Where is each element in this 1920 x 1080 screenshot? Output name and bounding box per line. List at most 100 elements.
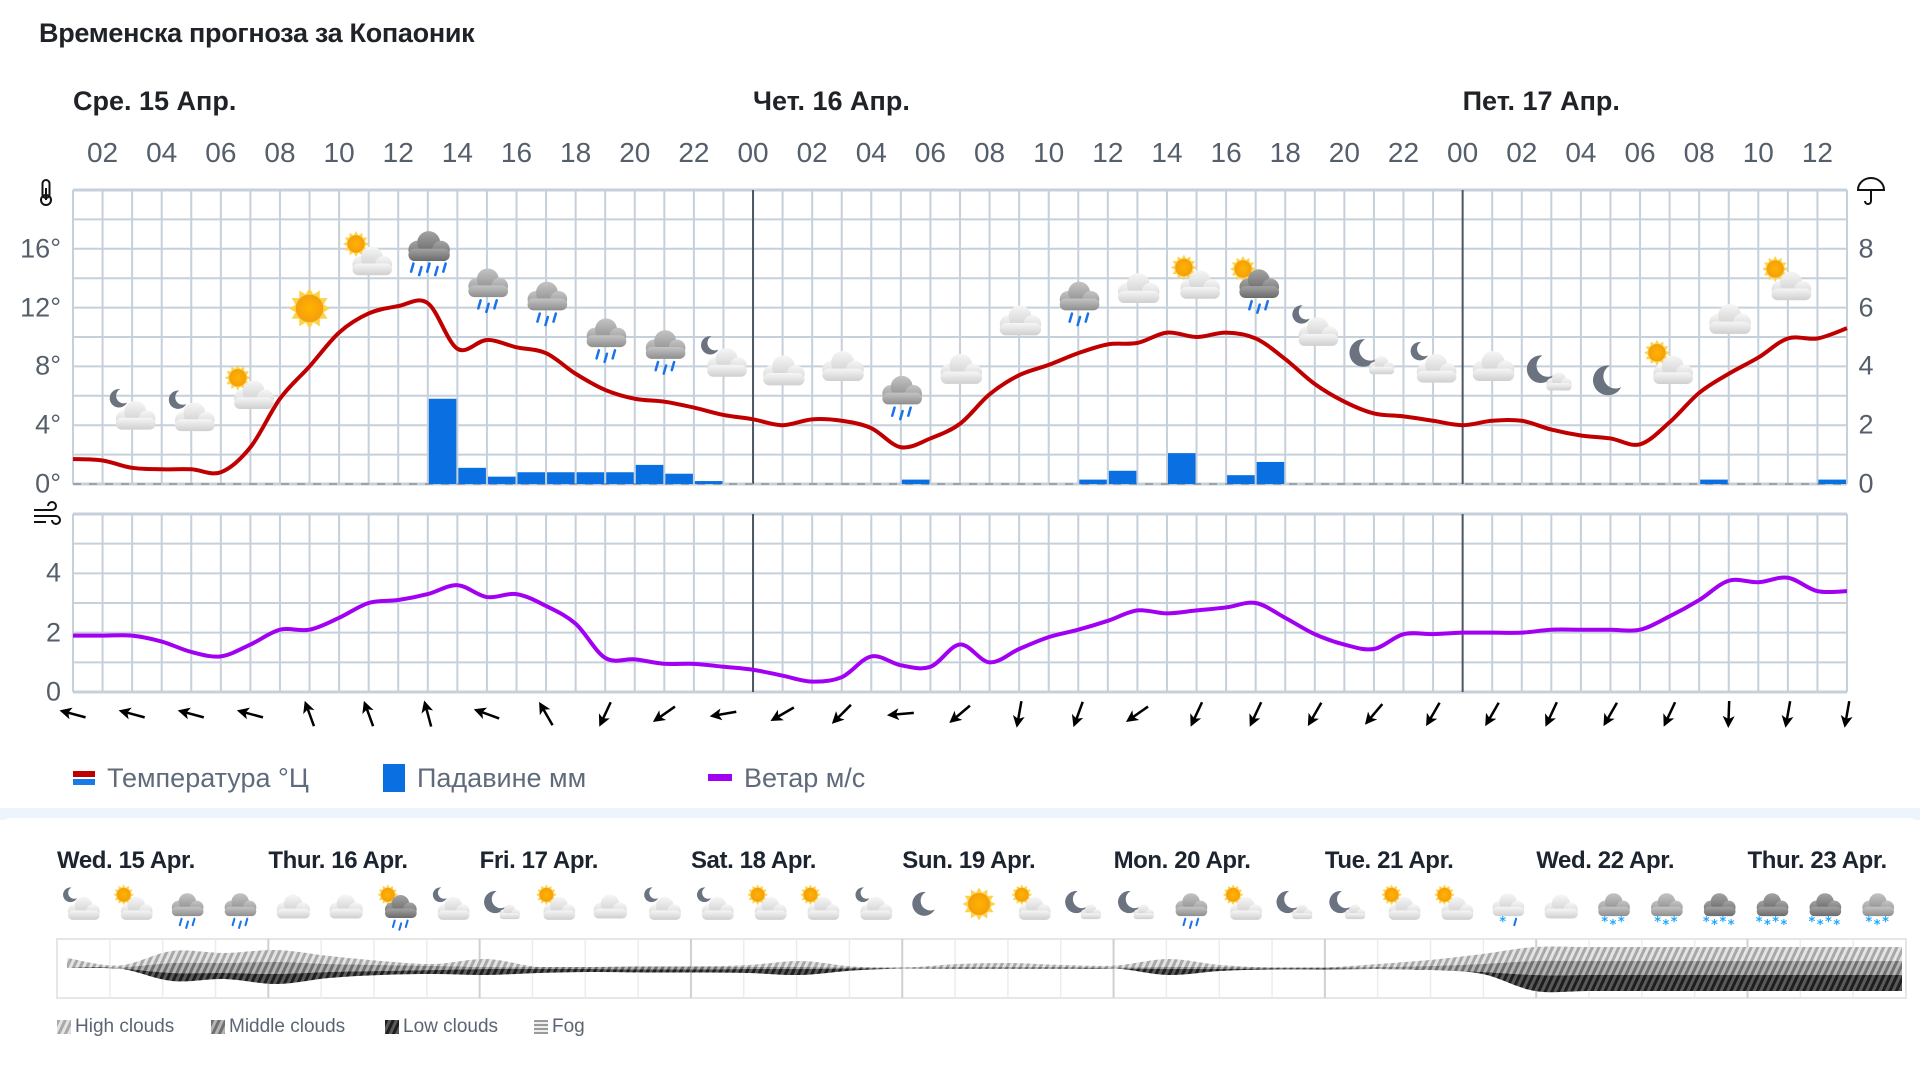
- night-partly-cloudy-icon: [1292, 305, 1339, 346]
- wind-arrow-icon: [1364, 703, 1384, 725]
- hour-tick-label: 14: [1151, 137, 1183, 168]
- wind-arrow-icon: [177, 707, 205, 720]
- outlook-symbols: * * * * * * * * * * * * * * * * * * * * * *: [63, 884, 1895, 933]
- wind-arrow-icon: [1840, 700, 1853, 728]
- wind-arrow-icon: [1190, 701, 1204, 727]
- svg-text:*: *: [1874, 918, 1881, 933]
- svg-text:*: *: [1719, 915, 1726, 930]
- precipitation-axis-label: 8: [1858, 233, 1874, 264]
- cloudy-icon: [1472, 350, 1515, 381]
- light-rain-icon: [1059, 281, 1100, 327]
- wind-axis-label: 4: [45, 557, 61, 588]
- hour-tick-label: 02: [796, 137, 828, 168]
- partly-cloudy-day-icon: [1643, 339, 1693, 385]
- hour-tick-label: 16: [1210, 137, 1242, 168]
- precipitation-bars: [428, 398, 1846, 484]
- hour-tick-label: 06: [914, 137, 946, 168]
- legend-middle-clouds[interactable]: Middle clouds: [211, 1016, 345, 1038]
- meteogram-chart: [34, 177, 1886, 728]
- legend-high-clouds[interactable]: High clouds: [57, 1016, 174, 1038]
- outlook-day-label: Fri. 17 Apr.: [479, 847, 599, 874]
- night-few-clouds-icon: [1349, 339, 1395, 375]
- night-partly-cloudy-icon: [696, 887, 734, 920]
- rain-icon: [527, 281, 568, 327]
- legend-precipitation[interactable]: Падавине мм: [383, 760, 586, 796]
- partly-cloudy-rain-icon: [377, 884, 417, 931]
- wind-arrow-icon: [59, 707, 86, 720]
- night-partly-cloudy-icon: [109, 389, 156, 430]
- night-few-clouds-icon: [1065, 891, 1101, 920]
- precipitation-bar: [1227, 475, 1255, 484]
- hour-tick-label: 20: [619, 137, 651, 168]
- outlook-day-label: Sat. 18 Apr.: [690, 847, 816, 874]
- wind-arrow-icon: [1012, 700, 1025, 728]
- cloud-cover-band: [56, 938, 1907, 999]
- wind-arrow-icon: [1545, 701, 1558, 727]
- cloudy-icon: [593, 894, 627, 919]
- heavy-snow-icon: * * * *: [1809, 893, 1842, 933]
- hour-tick-label: 08: [264, 137, 296, 168]
- temperature-axis-label: 16°: [20, 233, 61, 264]
- temperature-line: [72, 298, 1848, 476]
- precipitation-bar: [547, 472, 575, 484]
- svg-text:*: *: [1772, 915, 1779, 930]
- precipitation-bar: [665, 473, 693, 484]
- precipitation-bar: [1700, 479, 1728, 484]
- snow-icon: * * *: [1862, 893, 1895, 933]
- hour-tick-label: 10: [1033, 137, 1065, 168]
- high-clouds-swatch-icon: [57, 1020, 71, 1034]
- svg-text:*: *: [1703, 915, 1710, 930]
- legend-temperature[interactable]: Температура °Ц: [73, 760, 309, 796]
- svg-text:*: *: [1618, 915, 1625, 930]
- fog-swatch-icon: [534, 1020, 548, 1034]
- wind-arrow-icon: [1071, 701, 1084, 728]
- outlook-day-label: Wed. 22 Apr.: [1536, 847, 1675, 874]
- legend-wind[interactable]: Ветар м/с: [708, 760, 865, 796]
- legend-fog[interactable]: Fog: [534, 1016, 585, 1038]
- partly-cloudy-day-icon: [224, 364, 274, 410]
- partly-cloudy-day-icon: [800, 884, 840, 920]
- umbrella-icon: [1856, 177, 1886, 205]
- wind-arrow-icon: [1722, 700, 1735, 728]
- hour-tick-label: 08: [973, 137, 1006, 168]
- partly-cloudy-day-icon: [1170, 254, 1220, 299]
- wind-arrow-icon: [1307, 702, 1323, 727]
- chart-lines: [72, 298, 1848, 684]
- night-partly-cloudy-icon: [63, 887, 100, 920]
- svg-text:*: *: [1654, 915, 1661, 930]
- rain-icon: [645, 330, 686, 375]
- light-rain-icon: [882, 375, 922, 421]
- partly-cloudy-day-icon: [1222, 884, 1262, 920]
- wind-arrow-icon: [539, 701, 554, 726]
- svg-text:*: *: [1728, 918, 1735, 933]
- wind-arrow-icon: [1426, 702, 1441, 727]
- hour-tick-label: 16: [500, 137, 533, 168]
- wind-arrow-icon: [886, 708, 914, 721]
- legend-low-clouds[interactable]: Low clouds: [385, 1016, 498, 1038]
- clear-night-icon: [1592, 365, 1622, 396]
- svg-text:*: *: [1764, 918, 1771, 933]
- precipitation-bar: [458, 467, 486, 484]
- middle-clouds-swatch-icon: [211, 1020, 225, 1034]
- cloudy-icon: [763, 355, 805, 386]
- temperature-axis-label: 4°: [35, 409, 61, 440]
- light-rain-icon: [468, 268, 509, 314]
- svg-text:*: *: [1601, 915, 1608, 930]
- precipitation-swatch-icon: [383, 764, 405, 792]
- svg-text:*: *: [1756, 915, 1763, 930]
- precipitation-bar: [635, 464, 664, 484]
- heavy-snow-icon: * * * *: [1756, 893, 1789, 933]
- svg-text:*: *: [1711, 918, 1718, 933]
- wind-arrow-icon: [118, 707, 146, 720]
- wind-arrow-icon: [831, 703, 852, 724]
- precipitation-bar: [487, 476, 516, 484]
- wind-arrow-icon: [709, 708, 737, 721]
- cloudy-icon: [1544, 894, 1578, 919]
- svg-text:*: *: [1610, 918, 1617, 933]
- wind-arrow-icon: [303, 700, 316, 727]
- partly-cloudy-day-icon: [1762, 255, 1812, 301]
- wind-arrow-icon: [1663, 701, 1677, 727]
- svg-text:*: *: [1499, 915, 1506, 930]
- hour-tick-label: 04: [146, 137, 178, 168]
- outlook-chart: * * * * * * * * * * * * * * * * * * * * * *: [56, 884, 1907, 999]
